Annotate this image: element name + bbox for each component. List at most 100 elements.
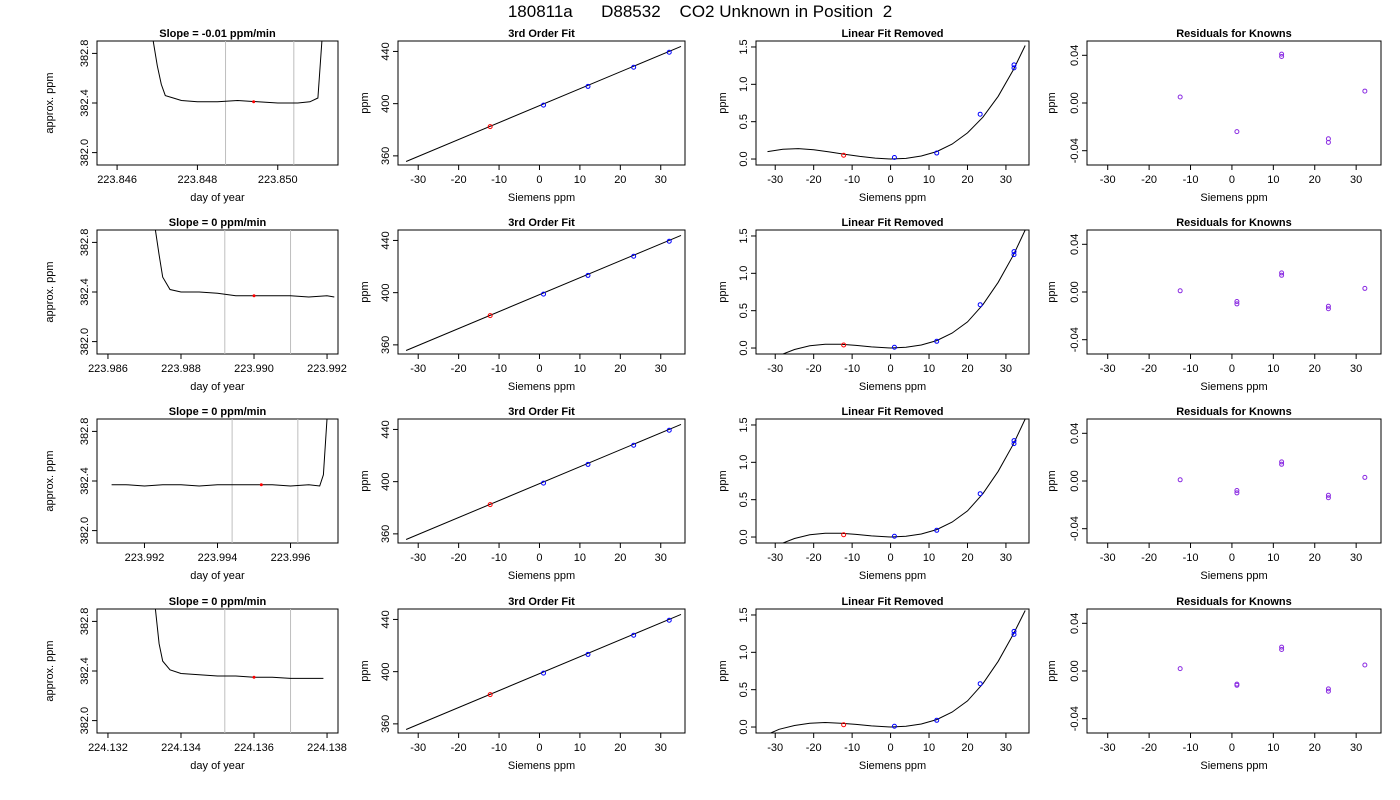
x-tick-label: -10: [491, 742, 507, 754]
x-tick-label: 223.990: [234, 363, 274, 375]
residual-point: [1279, 51, 1285, 57]
x-tick-label: -20: [1141, 363, 1157, 375]
residual-point: [1279, 272, 1285, 278]
panel-title: Residuals for Knowns: [1176, 28, 1292, 40]
x-tick-label: -10: [844, 552, 860, 564]
x-tick-label: 30: [1000, 174, 1012, 186]
page-title: 180811a D88532 CO2 Unknown in Position 2: [507, 2, 893, 21]
x-axis-label: Siemens ppm: [508, 760, 575, 772]
y-axis-label: ppm: [1046, 660, 1058, 681]
x-tick-label: -30: [1100, 174, 1116, 186]
x-tick-label: 10: [923, 552, 935, 564]
fit-line: [405, 613, 682, 730]
y-tick-label: 0.04: [1069, 423, 1081, 444]
x-axis-label: Siemens ppm: [1200, 192, 1267, 204]
residual-point: [1325, 492, 1331, 498]
known-point: [1011, 631, 1017, 637]
panel-title: Slope = -0.01 ppm/min: [159, 28, 276, 40]
x-axis-label: Siemens ppm: [1200, 570, 1267, 582]
x-tick-label: -30: [410, 174, 426, 186]
x-tick-label: -30: [767, 174, 783, 186]
unknown-marker: [252, 294, 256, 298]
x-tick-label: 30: [1350, 742, 1362, 754]
y-axis-label: ppm: [359, 660, 371, 681]
y-tick-label: 1.0: [738, 645, 750, 660]
plot-frame: [96, 229, 339, 355]
x-tick-label: -10: [1183, 552, 1199, 564]
y-axis-label: ppm: [359, 92, 371, 113]
y-tick-label: 382.4: [79, 467, 91, 495]
residual-point: [1234, 129, 1240, 135]
x-tick-label: -20: [451, 174, 467, 186]
x-tick-label: -20: [451, 363, 467, 375]
panel-title: 3rd Order Fit: [508, 217, 575, 229]
x-tick-label: -10: [1183, 174, 1199, 186]
x-tick-label: 30: [1350, 363, 1362, 375]
known-point: [977, 111, 983, 117]
cubic-curve: [781, 230, 1026, 354]
x-tick-label: 30: [1000, 552, 1012, 564]
known-point: [541, 291, 547, 297]
x-tick-label: 20: [961, 552, 973, 564]
x-tick-label: -10: [844, 363, 860, 375]
plot-frame: [1086, 608, 1382, 734]
known-point: [1011, 628, 1017, 634]
fit-line: [405, 234, 682, 351]
panel-title: Linear Fit Removed: [841, 406, 943, 418]
unknown-point: [487, 692, 493, 698]
known-point: [541, 670, 547, 676]
y-axis-label: ppm: [359, 470, 371, 491]
known-point: [891, 723, 897, 729]
known-point: [585, 461, 591, 467]
x-tick-label: -30: [1100, 552, 1116, 564]
y-tick-label: 0.04: [1069, 45, 1081, 66]
known-point: [977, 491, 983, 497]
known-point: [1011, 62, 1017, 68]
x-tick-label: 30: [655, 363, 667, 375]
x-tick-label: 30: [655, 174, 667, 186]
panel-title: Residuals for Knowns: [1176, 406, 1292, 418]
x-tick-label: 10: [1267, 174, 1279, 186]
x-tick-label: 0: [536, 174, 542, 186]
panel-title: Linear Fit Removed: [841, 596, 943, 608]
residual-point: [1234, 488, 1240, 494]
x-tick-label: -30: [767, 363, 783, 375]
y-tick-label: 0.04: [1069, 613, 1081, 634]
unknown-point: [487, 124, 493, 130]
known-point: [631, 253, 637, 259]
residual-point: [1234, 301, 1240, 307]
y-tick-label: 0.00: [1069, 660, 1081, 681]
residual-point: [1279, 644, 1285, 650]
plot-frame: [1086, 418, 1382, 544]
residual-point: [1325, 306, 1331, 312]
x-tick-label: -30: [410, 742, 426, 754]
x-tick-label: 10: [574, 174, 586, 186]
x-axis-label: Siemens ppm: [859, 760, 926, 772]
time-series-line: [111, 419, 328, 487]
x-tick-label: 223.986: [88, 363, 128, 375]
known-point: [666, 49, 672, 55]
x-tick-label: -20: [806, 552, 822, 564]
panel-title: Linear Fit Removed: [841, 217, 943, 229]
y-tick-label: 360: [380, 715, 392, 733]
known-point: [1011, 249, 1017, 255]
x-tick-label: 20: [1309, 552, 1321, 564]
x-axis-label: day of year: [190, 760, 245, 772]
residual-point: [1234, 299, 1240, 305]
y-axis-label: ppm: [717, 470, 729, 491]
plot-frame: [755, 418, 1030, 544]
x-tick-label: 223.848: [178, 174, 218, 186]
x-tick-label: -20: [1141, 742, 1157, 754]
y-tick-label: 360: [380, 525, 392, 543]
plot-frame: [755, 229, 1030, 355]
y-tick-label: 0.0: [738, 151, 750, 166]
residual-point: [1325, 495, 1331, 501]
unknown-marker: [259, 483, 263, 487]
time-series-line: [152, 41, 323, 104]
unknown-point: [841, 722, 847, 728]
y-tick-label: 0.0: [738, 529, 750, 544]
y-tick-label: -0.04: [1069, 327, 1081, 352]
unknown-point: [487, 313, 493, 319]
y-tick-label: 440: [380, 231, 392, 249]
